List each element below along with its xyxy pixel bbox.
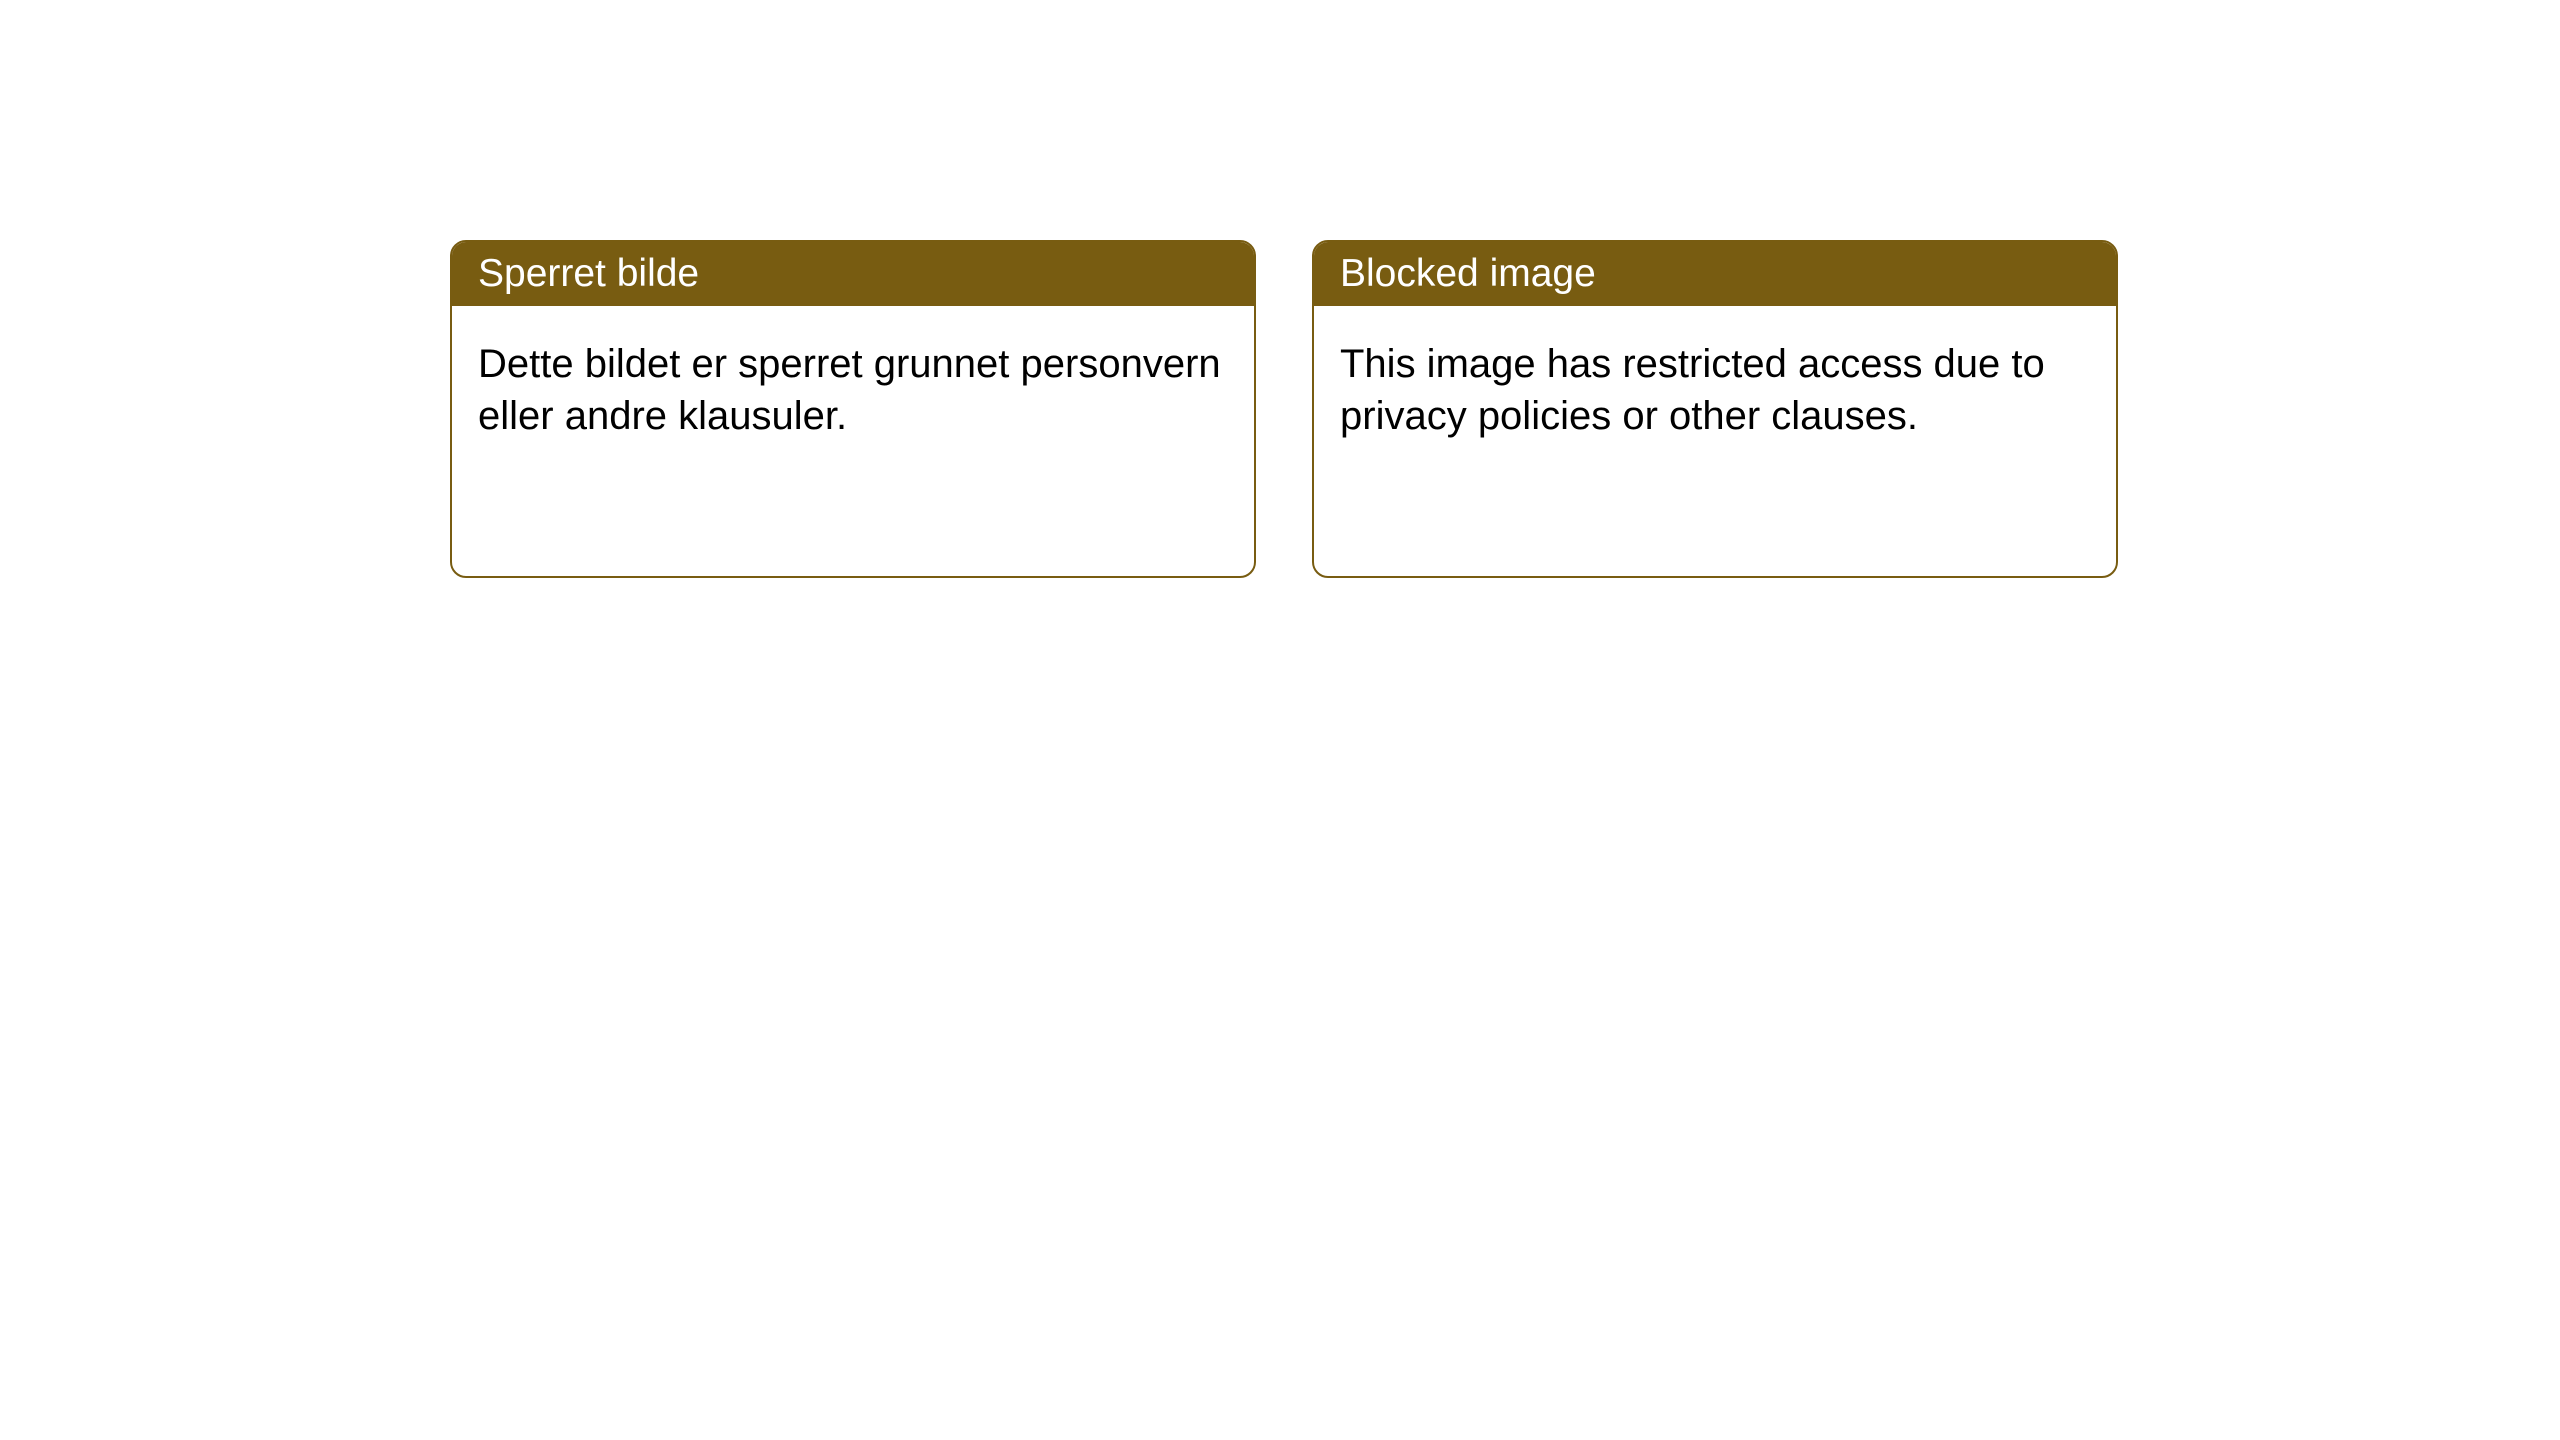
- card-body-text: This image has restricted access due to …: [1340, 342, 2045, 438]
- card-body: This image has restricted access due to …: [1314, 306, 2116, 576]
- notice-card-norwegian: Sperret bilde Dette bildet er sperret gr…: [450, 240, 1256, 578]
- notice-cards-container: Sperret bilde Dette bildet er sperret gr…: [0, 0, 2560, 578]
- card-body: Dette bildet er sperret grunnet personve…: [452, 306, 1254, 576]
- card-header-text: Sperret bilde: [478, 252, 699, 295]
- card-header: Blocked image: [1314, 242, 2116, 306]
- card-header-text: Blocked image: [1340, 252, 1596, 295]
- notice-card-english: Blocked image This image has restricted …: [1312, 240, 2118, 578]
- card-header: Sperret bilde: [452, 242, 1254, 306]
- card-body-text: Dette bildet er sperret grunnet personve…: [478, 342, 1221, 438]
